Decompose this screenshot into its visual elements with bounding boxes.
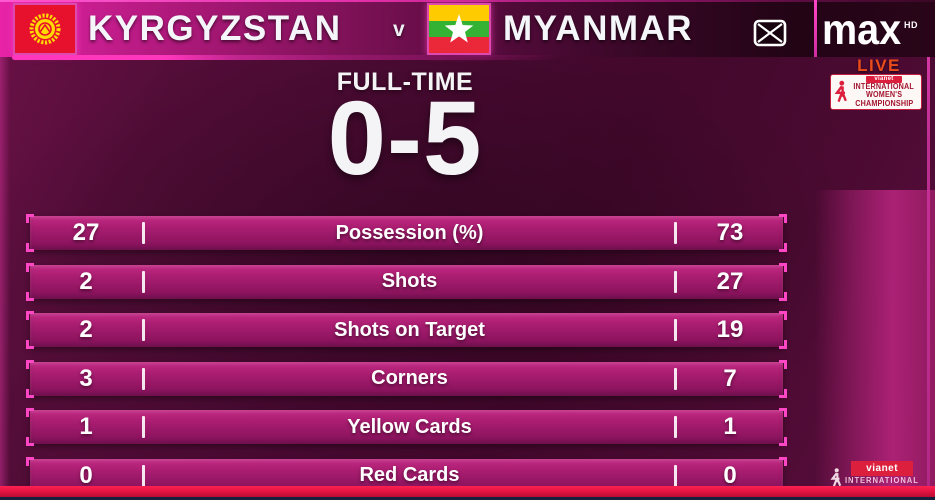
right-edge-accent-line	[927, 0, 930, 488]
stat-label: Corners	[371, 367, 448, 389]
watermark-line-1: INTERNATIONAL	[845, 476, 920, 485]
stat-row: 2 Shots 27	[26, 262, 787, 301]
home-stat-value: 0	[79, 461, 93, 489]
stat-divider	[142, 367, 145, 390]
bracket-corner-icon	[26, 311, 34, 320]
bracket-corner-icon	[26, 340, 34, 349]
stat-divider	[674, 367, 677, 390]
away-stat-value: 73	[716, 219, 744, 246]
bracket-corner-icon	[779, 359, 787, 369]
player-four-icon	[829, 465, 843, 497]
bracket-corner-icon	[26, 437, 34, 446]
bracket-corner-icon	[26, 456, 34, 466]
away-stat-value: 7	[723, 364, 737, 392]
kyrgyzstan-flag-icon	[13, 3, 77, 55]
stat-divider	[674, 222, 677, 244]
bracket-corner-icon	[26, 243, 34, 252]
channel-logo: max	[822, 6, 902, 54]
bracket-corner-icon	[779, 291, 787, 301]
letterbox-icon	[752, 18, 788, 53]
bottom-red-strip	[0, 486, 935, 497]
away-team-name: MYANMAR	[503, 9, 694, 48]
stat-row: 27 Possession (%) 73	[26, 214, 787, 252]
home-stat-value: 2	[79, 316, 93, 343]
bracket-corner-icon	[779, 340, 787, 349]
away-stat-value: 0	[723, 461, 737, 489]
stat-divider	[142, 416, 145, 438]
background-right-band	[815, 190, 935, 490]
stat-divider	[142, 270, 145, 293]
bracket-corner-icon	[26, 262, 34, 272]
bracket-corner-icon	[26, 291, 34, 301]
stat-row: 1 Yellow Cards 1	[26, 408, 787, 446]
scoreline: 0-5	[327, 80, 483, 197]
match-header-bar: KYRGYZSTAN v MYANMAR max HD	[0, 0, 935, 57]
background-left-band	[0, 57, 10, 487]
home-stat-value: 2	[79, 267, 93, 295]
home-stat-value: 1	[79, 413, 93, 440]
bracket-corner-icon	[779, 262, 787, 272]
header-divider-stripe	[814, 0, 817, 57]
live-badge: LIVE	[857, 56, 901, 75]
stats-list: 27 Possession (%) 73 2 Shots 27 2 Shots …	[26, 214, 787, 500]
stat-divider	[674, 270, 677, 293]
bracket-corner-icon	[779, 311, 787, 320]
stat-divider	[674, 464, 677, 487]
stat-label: Shots on Target	[334, 318, 485, 341]
stat-divider	[674, 416, 677, 438]
header-top-accent-line	[0, 0, 935, 2]
bracket-corner-icon	[26, 408, 34, 417]
player-four-icon	[833, 77, 849, 107]
tournament-line-2: WOMEN'S	[865, 90, 903, 100]
myanmar-flag-icon	[427, 3, 491, 55]
bracket-corner-icon	[779, 437, 787, 446]
home-stat-value: 27	[72, 219, 100, 246]
stat-label: Possession (%)	[335, 221, 484, 244]
hd-tag: HD	[904, 20, 918, 30]
home-team-name: KYRGYZSTAN	[88, 9, 342, 48]
bracket-corner-icon	[26, 388, 34, 398]
bottom-navy-strip	[0, 497, 935, 500]
away-stat-value: 19	[716, 316, 744, 343]
match-status: FULL-TIME	[336, 68, 474, 96]
stat-row: 2 Shots on Target 19	[26, 311, 787, 349]
stat-row: 3 Corners 7	[26, 359, 787, 398]
stat-label: Yellow Cards	[347, 415, 472, 438]
header-underline-accent	[12, 55, 560, 60]
home-stat-value: 3	[79, 364, 93, 392]
bracket-corner-icon	[779, 456, 787, 466]
stat-label: Shots	[381, 270, 438, 292]
stat-divider	[142, 464, 145, 487]
tournament-logo: vianet INTERNATIONAL WOMEN'S CHAMPIONSHI…	[830, 74, 922, 110]
tournament-line-1: INTERNATIONAL	[853, 81, 915, 91]
tournament-brand: vianet	[866, 75, 902, 83]
bracket-corner-icon	[779, 408, 787, 417]
bracket-corner-icon	[779, 388, 787, 398]
away-stat-value: 1	[723, 413, 737, 440]
bracket-corner-icon	[26, 214, 34, 223]
stat-divider	[142, 319, 145, 341]
bracket-corner-icon	[779, 243, 787, 252]
stat-divider	[142, 222, 145, 244]
tournament-line-3: CHAMPIONSHIP	[854, 98, 914, 108]
stat-divider	[674, 319, 677, 341]
watermark-brand: vianet	[851, 461, 914, 476]
bracket-corner-icon	[26, 359, 34, 369]
stat-label: Red Cards	[359, 464, 460, 486]
away-stat-value: 27	[716, 267, 744, 295]
bracket-corner-icon	[779, 214, 787, 223]
versus-label: v	[393, 18, 405, 41]
